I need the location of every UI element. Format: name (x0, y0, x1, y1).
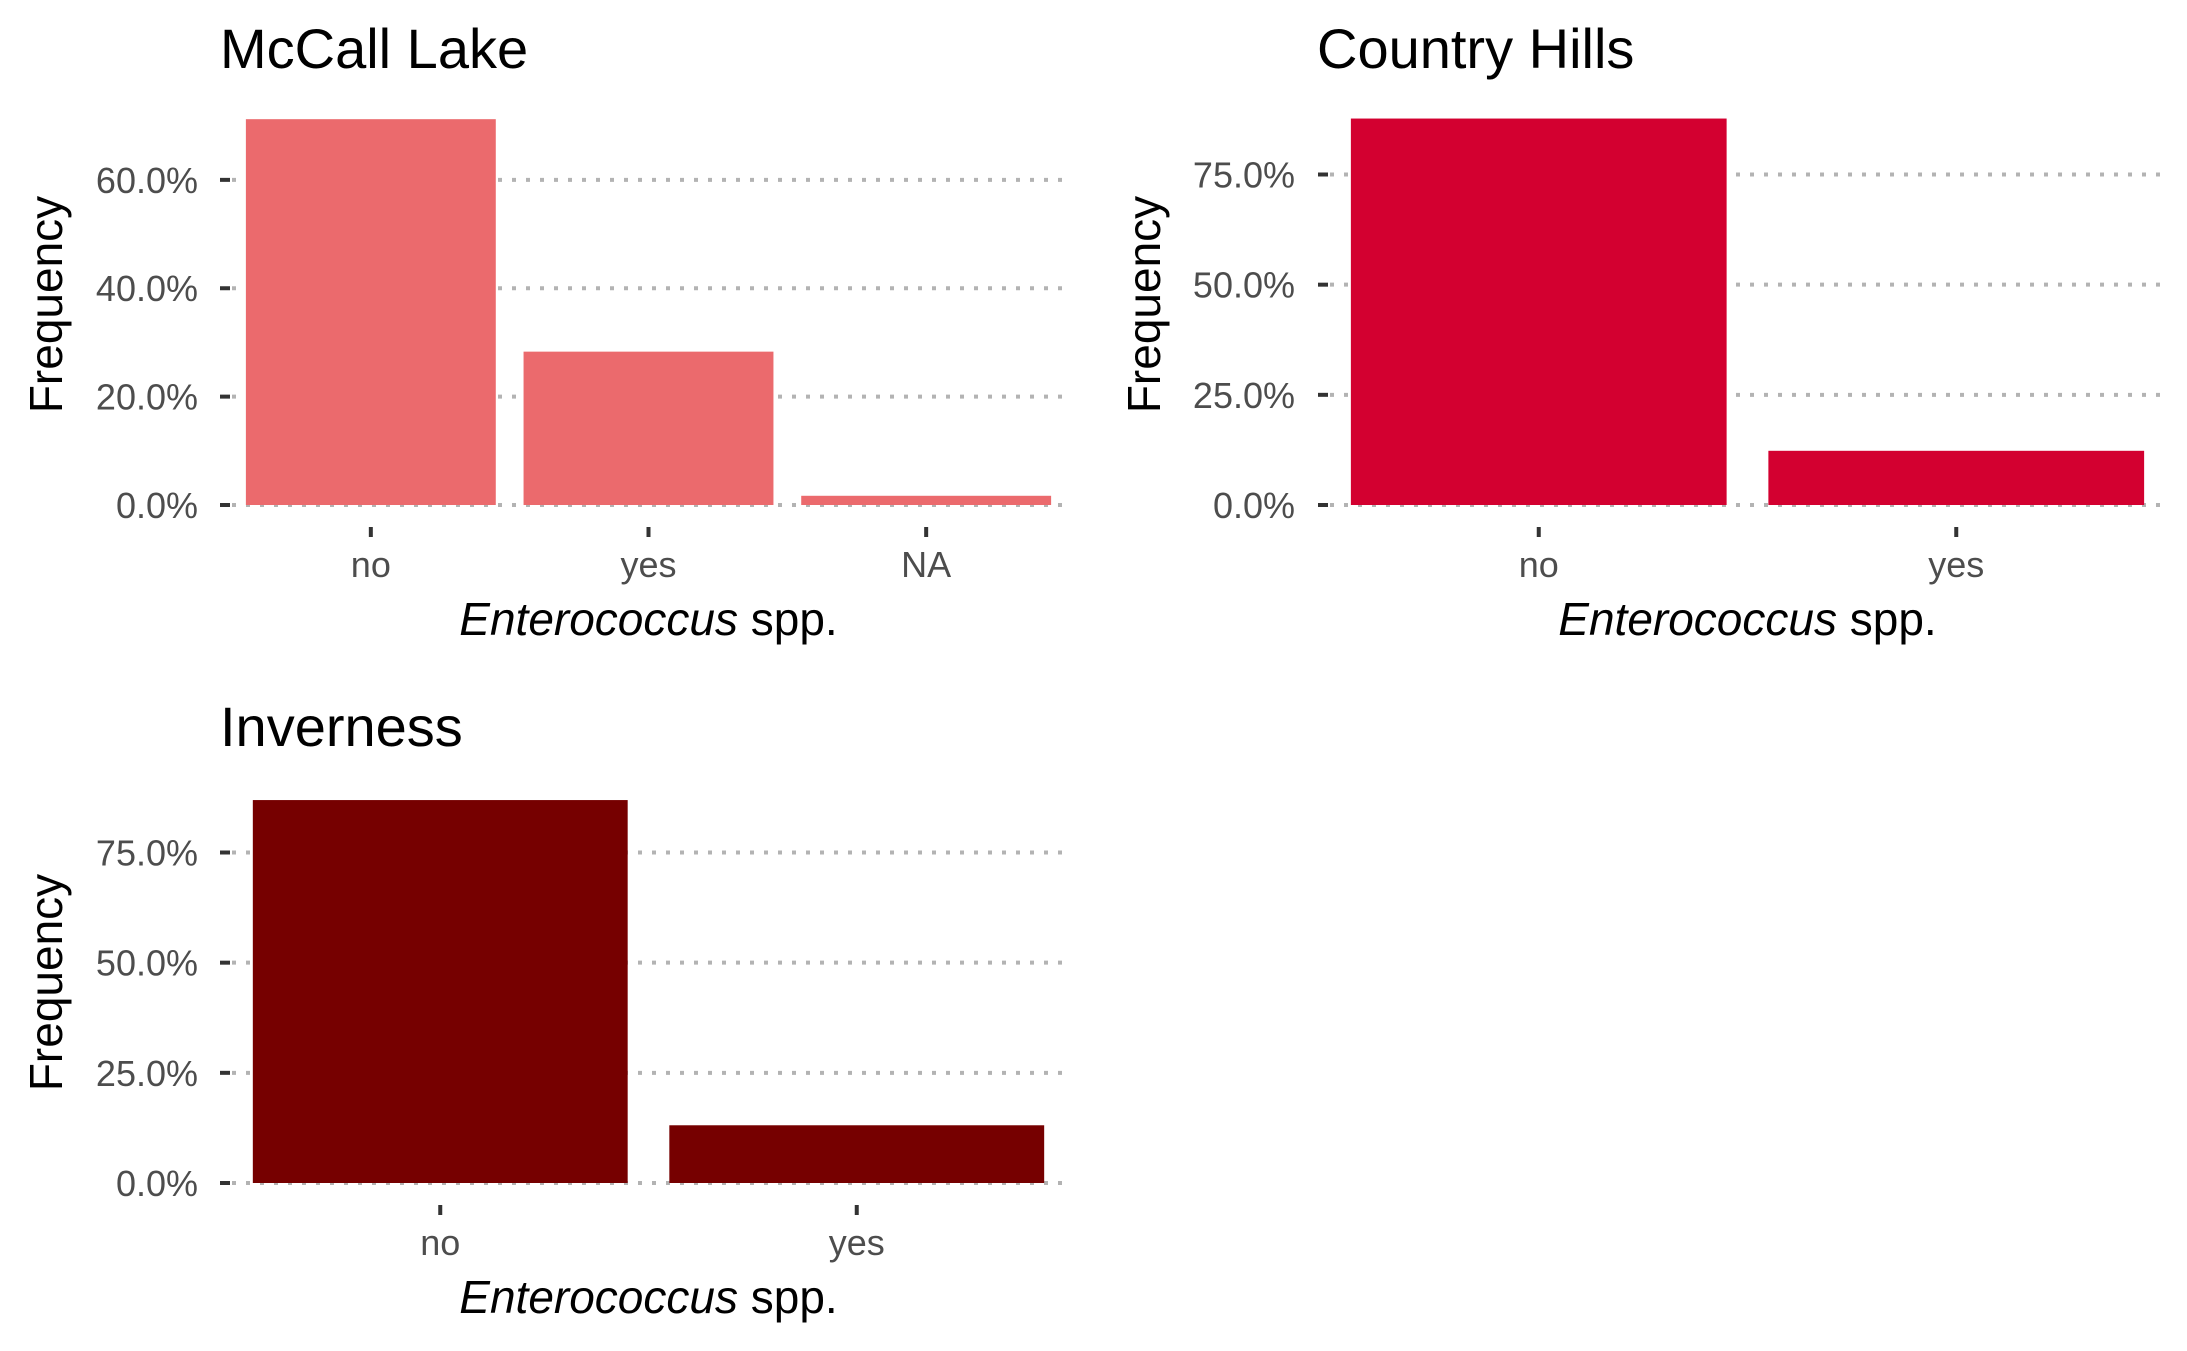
x-axis-title-suffix: spp. (738, 593, 838, 645)
x-axis-title: Enterococcus spp. (1558, 593, 1936, 645)
x-axis-title-genus: Enterococcus (459, 593, 738, 645)
panel-title: Country Hills (1317, 17, 1634, 80)
x-axis-title-suffix: spp. (738, 1271, 838, 1323)
y-tick-label: 0.0% (1213, 485, 1295, 526)
y-tick-label: 25.0% (1193, 375, 1295, 416)
y-axis-title: Frequency (20, 874, 72, 1091)
y-axis-title: Frequency (20, 196, 72, 413)
x-tick-label: no (1519, 544, 1559, 585)
x-axis-title-suffix: spp. (1837, 593, 1937, 645)
x-tick-label: no (420, 1222, 460, 1263)
panel-title: Inverness (220, 695, 463, 758)
x-tick-label: NA (901, 544, 951, 585)
bar-yes (523, 351, 774, 505)
x-tick-label: yes (1928, 544, 1984, 585)
x-tick-label: no (351, 544, 391, 585)
y-tick-label: 75.0% (96, 833, 198, 874)
x-axis-title: Enterococcus spp. (459, 593, 837, 645)
x-tick-label: yes (829, 1222, 885, 1263)
bar-no (245, 119, 496, 505)
bar-no (1350, 118, 1727, 506)
x-tick-label: yes (620, 544, 676, 585)
y-axis-title: Frequency (1118, 196, 1170, 413)
y-tick-label: 50.0% (1193, 265, 1295, 306)
y-tick-label: 20.0% (96, 377, 198, 418)
chart-panel: 0.0% 25.0% 50.0% 75.0% no yes Country Hills Fre… (1118, 17, 2165, 645)
x-axis-title-genus: Enterococcus (1558, 593, 1837, 645)
y-tick-label: 50.0% (96, 943, 198, 984)
x-axis-title: Enterococcus spp. (459, 1271, 837, 1323)
y-tick-label: 0.0% (116, 485, 198, 526)
y-tick-label: 25.0% (96, 1053, 198, 1094)
bar-no (252, 800, 628, 1183)
bar-na (801, 495, 1052, 505)
y-tick-label: 0.0% (116, 1163, 198, 1204)
x-axis-title-genus: Enterococcus (459, 1271, 738, 1323)
chart-panel: 0.0% 25.0% 50.0% 75.0% no yes Inverness Frequen… (20, 695, 1065, 1323)
chart-panel: 0.0% 20.0% 40.0% 60.0% no yes NA McCall Lake Fre… (20, 17, 1065, 645)
bar-yes (1768, 450, 2145, 505)
y-tick-label: 40.0% (96, 268, 198, 309)
bar-yes (669, 1125, 1045, 1183)
y-tick-label: 60.0% (96, 160, 198, 201)
y-tick-label: 75.0% (1193, 155, 1295, 196)
panel-title: McCall Lake (220, 17, 528, 80)
